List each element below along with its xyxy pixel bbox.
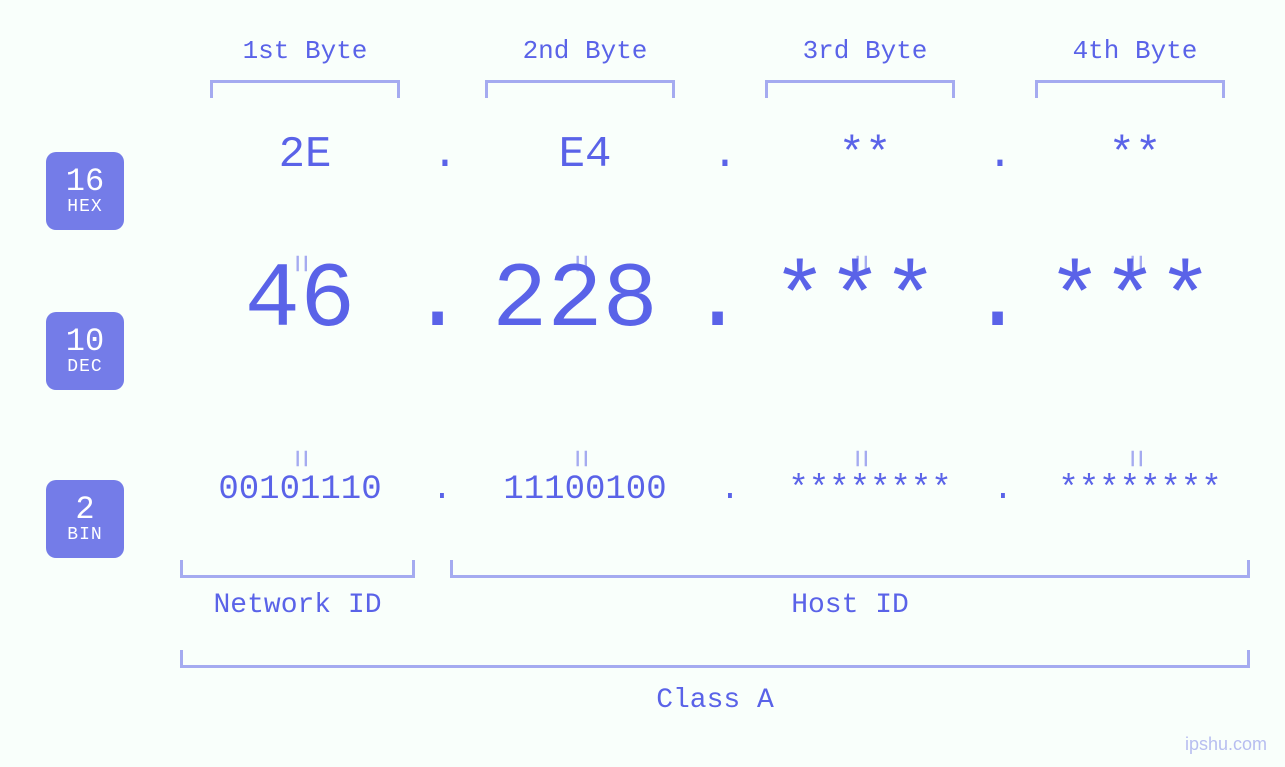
badge-bin: 2 BIN — [46, 480, 124, 558]
bin-byte-2: 11100100 — [455, 471, 715, 509]
dec-dot-3: . — [970, 248, 1010, 353]
badge-bin-number: 2 — [75, 493, 94, 527]
hex-dot-3: . — [980, 130, 1020, 180]
label-host-id: Host ID — [450, 590, 1250, 621]
watermark: ipshu.com — [1185, 734, 1267, 755]
bracket-class — [180, 650, 1250, 668]
byte-header-3: 3rd Byte — [750, 36, 980, 66]
label-network-id: Network ID — [180, 590, 415, 621]
badge-hex-label: HEX — [67, 198, 102, 217]
badge-dec: 10 DEC — [46, 312, 124, 390]
eq-icon: = — [1116, 449, 1153, 468]
hex-dot-1: . — [420, 130, 470, 180]
byte-header-4: 4th Byte — [1020, 36, 1250, 66]
bin-byte-1: 00101110 — [170, 471, 430, 509]
hex-dot-2: . — [700, 130, 750, 180]
dec-byte-1: 46 — [180, 248, 420, 353]
bracket-byte-2 — [485, 80, 675, 98]
bin-byte-3: ******** — [740, 471, 1000, 509]
hex-byte-4: ** — [1020, 130, 1250, 180]
badge-dec-number: 10 — [66, 325, 104, 359]
dec-byte-2: 228 — [450, 248, 700, 353]
badge-hex: 16 HEX — [46, 152, 124, 230]
byte-header-2: 2nd Byte — [470, 36, 700, 66]
bin-byte-4: ******** — [1010, 471, 1270, 509]
hex-byte-1: 2E — [190, 130, 420, 180]
hex-byte-2: E4 — [470, 130, 700, 180]
dec-byte-3: *** — [730, 248, 980, 353]
badge-hex-number: 16 — [66, 165, 104, 199]
badge-bin-label: BIN — [67, 526, 102, 545]
label-class: Class A — [180, 685, 1250, 716]
eq-icon: = — [281, 449, 318, 468]
byte-header-1: 1st Byte — [190, 36, 420, 66]
bracket-network-id — [180, 560, 415, 578]
hex-byte-3: ** — [750, 130, 980, 180]
bracket-byte-4 — [1035, 80, 1225, 98]
dec-byte-4: *** — [1005, 248, 1255, 353]
bracket-byte-3 — [765, 80, 955, 98]
bracket-host-id — [450, 560, 1250, 578]
eq-icon: = — [841, 449, 878, 468]
bracket-byte-1 — [210, 80, 400, 98]
badge-dec-label: DEC — [67, 358, 102, 377]
eq-icon: = — [561, 449, 598, 468]
